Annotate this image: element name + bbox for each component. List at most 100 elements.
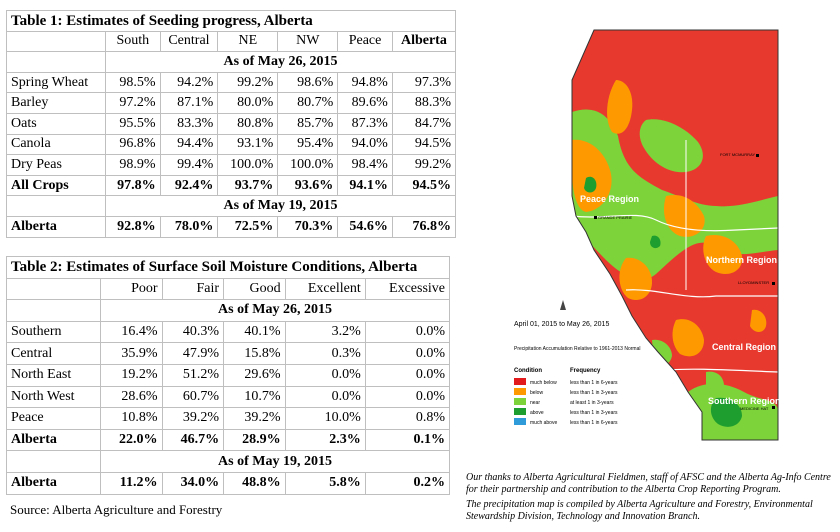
cell: 94.2%: [159, 71, 219, 94]
cell: 80.8%: [217, 112, 279, 135]
town-marker: [756, 154, 759, 157]
cell: 0.2%: [364, 471, 451, 495]
cell: 29.6%: [223, 363, 286, 387]
table2-col-blank: [6, 277, 101, 301]
cell: 28.9%: [223, 428, 286, 452]
legend-frequency: less than 1 in 6-years: [570, 420, 618, 426]
row-label: Canola: [6, 133, 106, 156]
cell: 94.8%: [337, 71, 393, 94]
cell: 95.5%: [105, 112, 161, 135]
cell: 5.8%: [284, 471, 366, 495]
legend-condition: much above: [530, 420, 557, 426]
table-row-all-crops: All Crops 97.8% 92.4% 93.7% 93.6% 94.1% …: [6, 174, 457, 197]
table2-col-excessive: Excessive: [364, 277, 451, 301]
table-row-previous: Alberta 92.8% 78.0% 72.5% 70.3% 54.6% 76…: [6, 215, 457, 238]
table2-title: Table 2: Estimates of Surface Soil Moist…: [6, 256, 450, 279]
region-label-northern: Northern Region: [706, 255, 777, 265]
cell: 94.4%: [159, 133, 219, 156]
table1-title: Table 1: Estimates of Seeding progress, …: [6, 10, 456, 32]
table-row-previous: Alberta 11.2% 34.0% 48.8% 5.8% 0.2%: [6, 471, 451, 495]
cell: 93.6%: [277, 174, 339, 197]
legend-swatch: [514, 398, 526, 405]
cell: 0.8%: [364, 407, 451, 430]
cell: 99.2%: [391, 154, 457, 176]
table1-col-nw: NW: [277, 30, 339, 53]
cell: 0.0%: [364, 342, 451, 365]
cell: 51.2%: [161, 363, 225, 387]
row-label: Southern: [6, 320, 101, 344]
cell: 39.2%: [161, 407, 225, 430]
credits: Our thanks to Alberta Agricultural Field…: [466, 472, 838, 526]
table-row: Central 35.9% 47.9% 15.8% 0.3% 0.0%: [6, 342, 451, 365]
cell: 40.1%: [223, 320, 286, 344]
cell: 10.7%: [223, 385, 286, 409]
table2-asof-previous: As of May 19, 2015: [100, 450, 450, 473]
cell: 10.0%: [284, 407, 366, 430]
table1-col-blank: [6, 30, 106, 53]
table2-col-excellent: Excellent: [284, 277, 366, 301]
cell: 98.9%: [105, 154, 161, 176]
table1-asof-current: As of May 26, 2015: [105, 51, 456, 73]
row-label: North East: [6, 363, 101, 387]
cell: 10.8%: [100, 407, 163, 430]
cell: 97.3%: [391, 71, 457, 94]
cell: 22.0%: [100, 428, 163, 452]
row-label: All Crops: [6, 174, 106, 197]
cell: 94.5%: [391, 133, 457, 156]
row-label: Barley: [6, 92, 106, 114]
region-label-southern: Southern Region: [708, 396, 781, 406]
cell: 83.3%: [159, 112, 219, 135]
legend-swatch: [514, 388, 526, 395]
table1-col-ne: NE: [217, 30, 279, 53]
cell: 72.5%: [217, 215, 279, 238]
table-row: Southern 16.4% 40.3% 40.1% 3.2% 0.0%: [6, 320, 451, 344]
cell: 89.6%: [337, 92, 393, 114]
cell: 99.4%: [159, 154, 219, 176]
cell: 87.1%: [159, 92, 219, 114]
cell: 97.2%: [105, 92, 161, 114]
town-marker: [772, 406, 775, 409]
cell: 87.3%: [337, 112, 393, 135]
map-subtitle: Precipitation Accumulation Relative to 1…: [514, 346, 640, 352]
row-label: Alberta: [6, 471, 101, 495]
legend-condition-header: Condition: [514, 368, 542, 374]
table-row: Peace 10.8% 39.2% 39.2% 10.0% 0.8%: [6, 407, 451, 430]
cell: 85.7%: [277, 112, 339, 135]
cell: 99.2%: [217, 71, 279, 94]
cell: 0.0%: [364, 363, 451, 387]
row-label: Alberta: [6, 428, 101, 452]
credits-thanks: Our thanks to Alberta Agricultural Field…: [466, 472, 831, 495]
row-label: Spring Wheat: [6, 71, 106, 94]
cell: 78.0%: [159, 215, 219, 238]
cell: 93.7%: [217, 174, 279, 197]
cell: 16.4%: [100, 320, 163, 344]
region-label-central: Central Region: [712, 342, 776, 352]
cell: 97.8%: [105, 174, 161, 197]
table-row: North East 19.2% 51.2% 29.6% 0.0% 0.0%: [6, 363, 451, 387]
row-label: Oats: [6, 112, 106, 135]
cell: 88.3%: [391, 92, 457, 114]
cell: 84.7%: [391, 112, 457, 135]
map-period: April 01, 2015 to May 26, 2015: [514, 321, 609, 328]
cell: 98.6%: [277, 71, 339, 94]
cell: 98.5%: [105, 71, 161, 94]
cell: 3.2%: [284, 320, 366, 344]
cell: 2.3%: [284, 428, 366, 452]
cell: 98.4%: [337, 154, 393, 176]
row-label: Dry Peas: [6, 154, 106, 176]
credits-compiled: The precipitation map is compiled by Alb…: [466, 499, 813, 522]
row-label: North West: [6, 385, 101, 409]
cell: 95.4%: [277, 133, 339, 156]
table-row: Dry Peas 98.9% 99.4% 100.0% 100.0% 98.4%…: [6, 154, 457, 176]
cell: 46.7%: [161, 428, 225, 452]
cell: 92.4%: [159, 174, 219, 197]
cell: 92.8%: [105, 215, 161, 238]
cell: 19.2%: [100, 363, 163, 387]
cell: 94.0%: [337, 133, 393, 156]
legend-frequency-header: Frequency: [570, 368, 601, 374]
town-label-lloydminster: LLOYDMINSTER: [738, 280, 769, 285]
seeding-progress-table: Table 1: Estimates of Seeding progress, …: [6, 10, 457, 238]
table-row-total: Alberta 22.0% 46.7% 28.9% 2.3% 0.1%: [6, 428, 451, 452]
cell: 28.6%: [100, 385, 163, 409]
legend-frequency: less than 1 in 3-years: [570, 410, 618, 416]
